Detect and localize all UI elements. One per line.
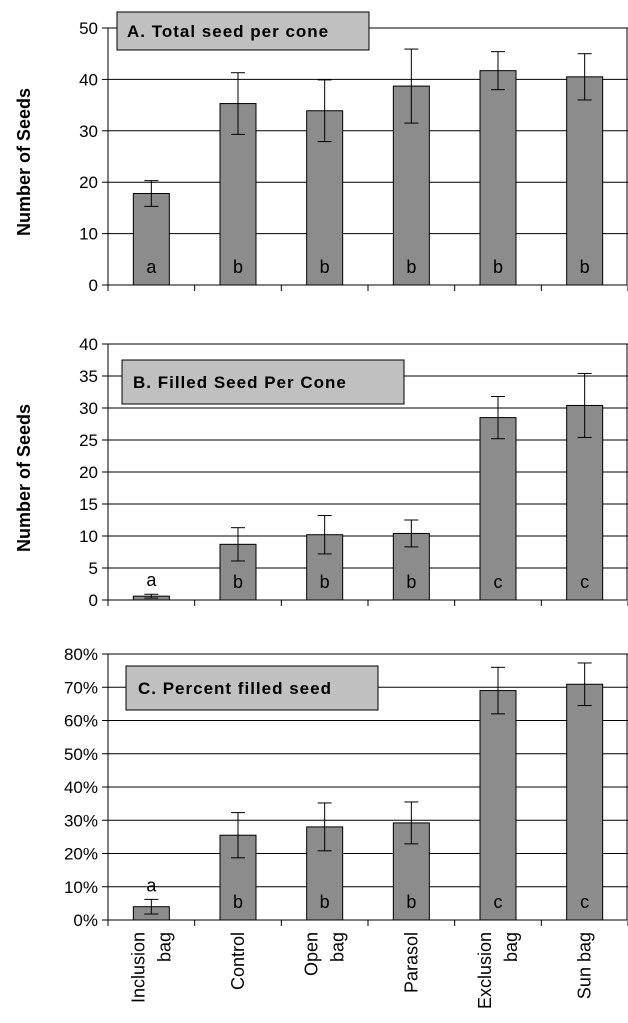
x-tick-label: Control [228, 932, 248, 990]
x-tick-label: Inclusion [128, 932, 148, 1003]
chart-title: B. Filled Seed Per Cone [133, 373, 347, 392]
bar [306, 110, 344, 286]
significance-letter: a [146, 257, 157, 277]
y-tick-label: 30 [79, 122, 98, 141]
x-tick-label: Parasol [401, 932, 421, 993]
y-tick-label: 5 [89, 559, 98, 578]
significance-letter: b [320, 892, 330, 912]
significance-letter: c [494, 572, 503, 592]
x-tick-label: bag [501, 932, 521, 962]
bar [132, 193, 170, 286]
y-tick-label: 40% [64, 778, 98, 797]
y-tick-label: 50% [64, 745, 98, 764]
bar [566, 76, 604, 286]
significance-letter: c [580, 572, 589, 592]
y-axis-label: Number of Seeds [14, 88, 34, 236]
x-tick-label: Open [302, 932, 322, 976]
significance-letter: b [233, 257, 243, 277]
significance-letter: a [146, 875, 157, 895]
y-tick-label: 20 [79, 173, 98, 192]
y-tick-label: 50 [79, 19, 98, 38]
chart-panel-b: 0 5 10 15 20 25 30 35 40 a b b b c c B. Filled Seed Per… [14, 335, 628, 610]
y-tick-label: 70% [64, 678, 98, 697]
significance-letter: b [580, 257, 590, 277]
y-tick-label: 35 [79, 367, 98, 386]
significance-letter: a [146, 570, 157, 590]
significance-letter: b [406, 892, 416, 912]
y-tick-label: 25 [79, 431, 98, 450]
y-tick-label: 30 [79, 399, 98, 418]
y-axis-label: Number of Seeds [14, 404, 34, 552]
y-tick-label: 30% [64, 811, 98, 830]
y-tick-label: 60% [64, 712, 98, 731]
bar [306, 826, 344, 921]
significance-letter: b [406, 257, 416, 277]
significance-letter: b [320, 572, 330, 592]
y-tick-label: 0% [73, 911, 98, 930]
bar [479, 690, 517, 921]
significance-letter: b [233, 572, 243, 592]
y-tick-label: 0 [89, 591, 98, 610]
chart-title-box [116, 11, 370, 51]
chart-panel-a: 0 10 20 30 40 50 a b b b b b A. Total seed per cone N… [14, 11, 628, 295]
significance-letter: c [580, 892, 589, 912]
y-tick-label: 20 [79, 463, 98, 482]
y-tick-label: 20% [64, 845, 98, 864]
significance-letter: c [494, 892, 503, 912]
y-tick-label: 10% [64, 878, 98, 897]
x-tick-label: bag [154, 932, 174, 962]
x-tick-label: Sun bag [575, 932, 595, 999]
chart-title: C. Percent filled seed [138, 679, 332, 698]
significance-letter: b [233, 892, 243, 912]
chart-title-box [125, 665, 379, 711]
chart-panel-c: 0% 10% 20% 30% 40% 50% 60% 70% 80% a b b b c c C. Perce… [64, 645, 628, 1009]
y-tick-label: 40 [79, 70, 98, 89]
bar [566, 683, 604, 921]
y-tick-label: 0 [89, 276, 98, 295]
x-tick-label: Exclusion [475, 932, 495, 1009]
bar [479, 417, 517, 601]
x-tick-label: bag [328, 932, 348, 962]
significance-letter: b [320, 257, 330, 277]
y-tick-label: 10 [79, 225, 98, 244]
chart-title-box [121, 359, 405, 405]
bar [479, 70, 517, 286]
significance-letter: b [493, 257, 503, 277]
y-tick-label: 80% [64, 645, 98, 664]
significance-letter: b [406, 572, 416, 592]
y-tick-label: 15 [79, 495, 98, 514]
chart-title: A. Total seed per cone [127, 22, 329, 41]
y-tick-label: 10 [79, 527, 98, 546]
y-tick-label: 40 [79, 335, 98, 354]
